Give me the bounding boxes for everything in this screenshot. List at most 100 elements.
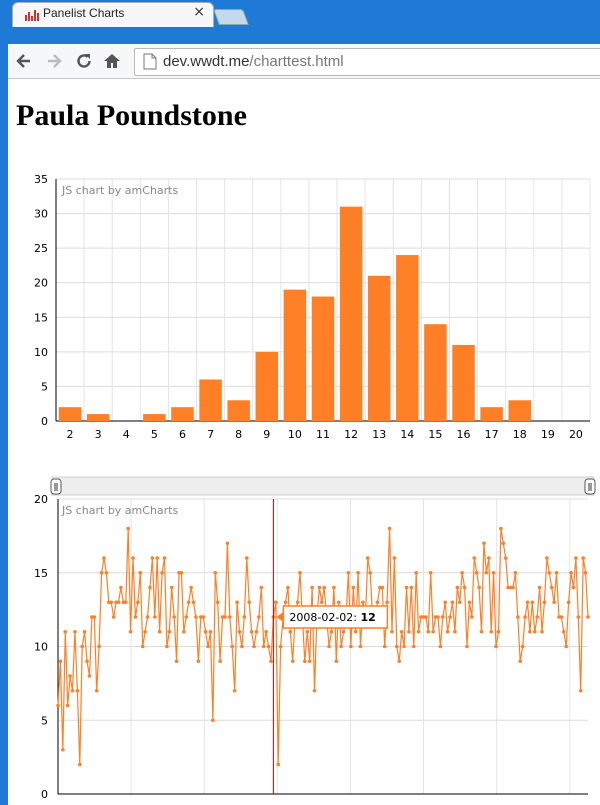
data-point[interactable] (358, 644, 363, 649)
data-point[interactable] (312, 688, 317, 693)
data-point[interactable] (530, 600, 535, 605)
data-point[interactable] (542, 600, 547, 605)
data-point[interactable] (327, 644, 331, 649)
data-point[interactable] (211, 718, 215, 723)
data-point[interactable] (317, 585, 322, 590)
bar[interactable] (396, 255, 419, 421)
data-point[interactable] (453, 629, 457, 634)
data-point[interactable] (380, 585, 385, 590)
data-point[interactable] (77, 762, 82, 767)
bar[interactable] (171, 407, 194, 421)
data-point[interactable] (450, 600, 455, 605)
data-point[interactable] (242, 615, 247, 619)
data-point[interactable] (516, 615, 520, 619)
data-point[interactable] (411, 644, 416, 649)
data-point[interactable] (56, 703, 60, 708)
data-point[interactable] (276, 762, 281, 767)
scrollbar-right-grip-icon[interactable] (584, 478, 596, 495)
bar[interactable] (367, 275, 391, 421)
data-point[interactable] (586, 615, 590, 619)
data-point[interactable] (85, 659, 89, 664)
data-point[interactable] (395, 644, 399, 649)
data-point[interactable] (254, 629, 259, 634)
data-point[interactable] (82, 629, 87, 634)
back-icon[interactable] (14, 51, 34, 71)
data-point[interactable] (545, 556, 549, 560)
data-point[interactable] (368, 570, 372, 575)
data-point[interactable] (143, 629, 147, 634)
data-point[interactable] (392, 556, 397, 560)
data-point[interactable] (153, 615, 157, 619)
data-point[interactable] (133, 615, 138, 619)
data-point[interactable] (329, 629, 334, 634)
data-point[interactable] (213, 570, 218, 575)
amcharts-credit[interactable]: JS chart by amCharts (61, 504, 178, 517)
data-point[interactable] (249, 629, 254, 634)
data-point[interactable] (206, 644, 210, 649)
data-point[interactable] (167, 629, 172, 634)
data-point[interactable] (225, 541, 230, 546)
data-point[interactable] (578, 688, 583, 693)
data-point[interactable] (416, 629, 421, 634)
address-bar[interactable]: dev.wwdt.me/charttest.html (134, 48, 600, 76)
data-point[interactable] (404, 585, 409, 590)
data-point[interactable] (465, 644, 469, 649)
browser-tab[interactable]: Panelist Charts × (12, 2, 214, 27)
data-point[interactable] (460, 570, 464, 575)
data-point[interactable] (356, 570, 360, 575)
data-point[interactable] (92, 615, 97, 619)
data-point[interactable] (385, 600, 389, 605)
data-point[interactable] (319, 600, 324, 605)
data-point[interactable] (228, 615, 232, 619)
data-point[interactable] (382, 644, 387, 649)
data-point[interactable] (583, 570, 588, 575)
data-point[interactable] (240, 644, 244, 649)
data-point[interactable] (182, 629, 186, 634)
data-point[interactable] (365, 556, 370, 560)
data-point[interactable] (172, 615, 176, 619)
data-point[interactable] (237, 629, 242, 634)
data-point[interactable] (75, 688, 80, 693)
data-point[interactable] (496, 629, 501, 634)
data-point[interactable] (414, 570, 418, 575)
data-point[interactable] (208, 629, 213, 634)
data-point[interactable] (576, 615, 581, 619)
data-point[interactable] (501, 541, 506, 546)
data-point[interactable] (266, 644, 271, 649)
data-point[interactable] (336, 600, 341, 605)
data-point[interactable] (186, 600, 191, 605)
data-point[interactable] (477, 585, 481, 590)
data-point[interactable] (334, 659, 339, 664)
data-point[interactable] (232, 688, 237, 693)
data-point[interactable] (571, 585, 576, 590)
data-point[interactable] (397, 659, 402, 664)
data-point[interactable] (305, 629, 310, 634)
data-point[interactable] (547, 570, 552, 575)
tab-close-icon[interactable]: × (193, 4, 205, 20)
data-point[interactable] (482, 541, 486, 546)
data-point[interactable] (119, 585, 123, 590)
bar[interactable] (58, 407, 82, 421)
data-point[interactable] (467, 600, 472, 605)
data-point[interactable] (552, 600, 556, 605)
new-tab-button[interactable] (213, 9, 249, 25)
data-point[interactable] (387, 526, 392, 531)
bar[interactable] (283, 289, 307, 421)
amcharts-credit[interactable]: JS chart by amCharts (61, 184, 178, 197)
data-point[interactable] (252, 644, 256, 649)
data-point[interactable] (131, 556, 135, 560)
data-point[interactable] (559, 615, 564, 619)
data-point[interactable] (523, 615, 527, 619)
data-point[interactable] (283, 600, 288, 605)
data-point[interactable] (295, 600, 300, 605)
data-point[interactable] (322, 585, 327, 590)
data-point[interactable] (438, 644, 443, 649)
data-point[interactable] (307, 659, 312, 664)
data-point[interactable] (532, 629, 537, 634)
data-point[interactable] (68, 674, 72, 678)
data-point[interactable] (540, 629, 544, 634)
data-point[interactable] (407, 629, 411, 634)
bar[interactable] (339, 206, 363, 421)
data-point[interactable] (162, 556, 167, 560)
data-point[interactable] (561, 629, 566, 634)
